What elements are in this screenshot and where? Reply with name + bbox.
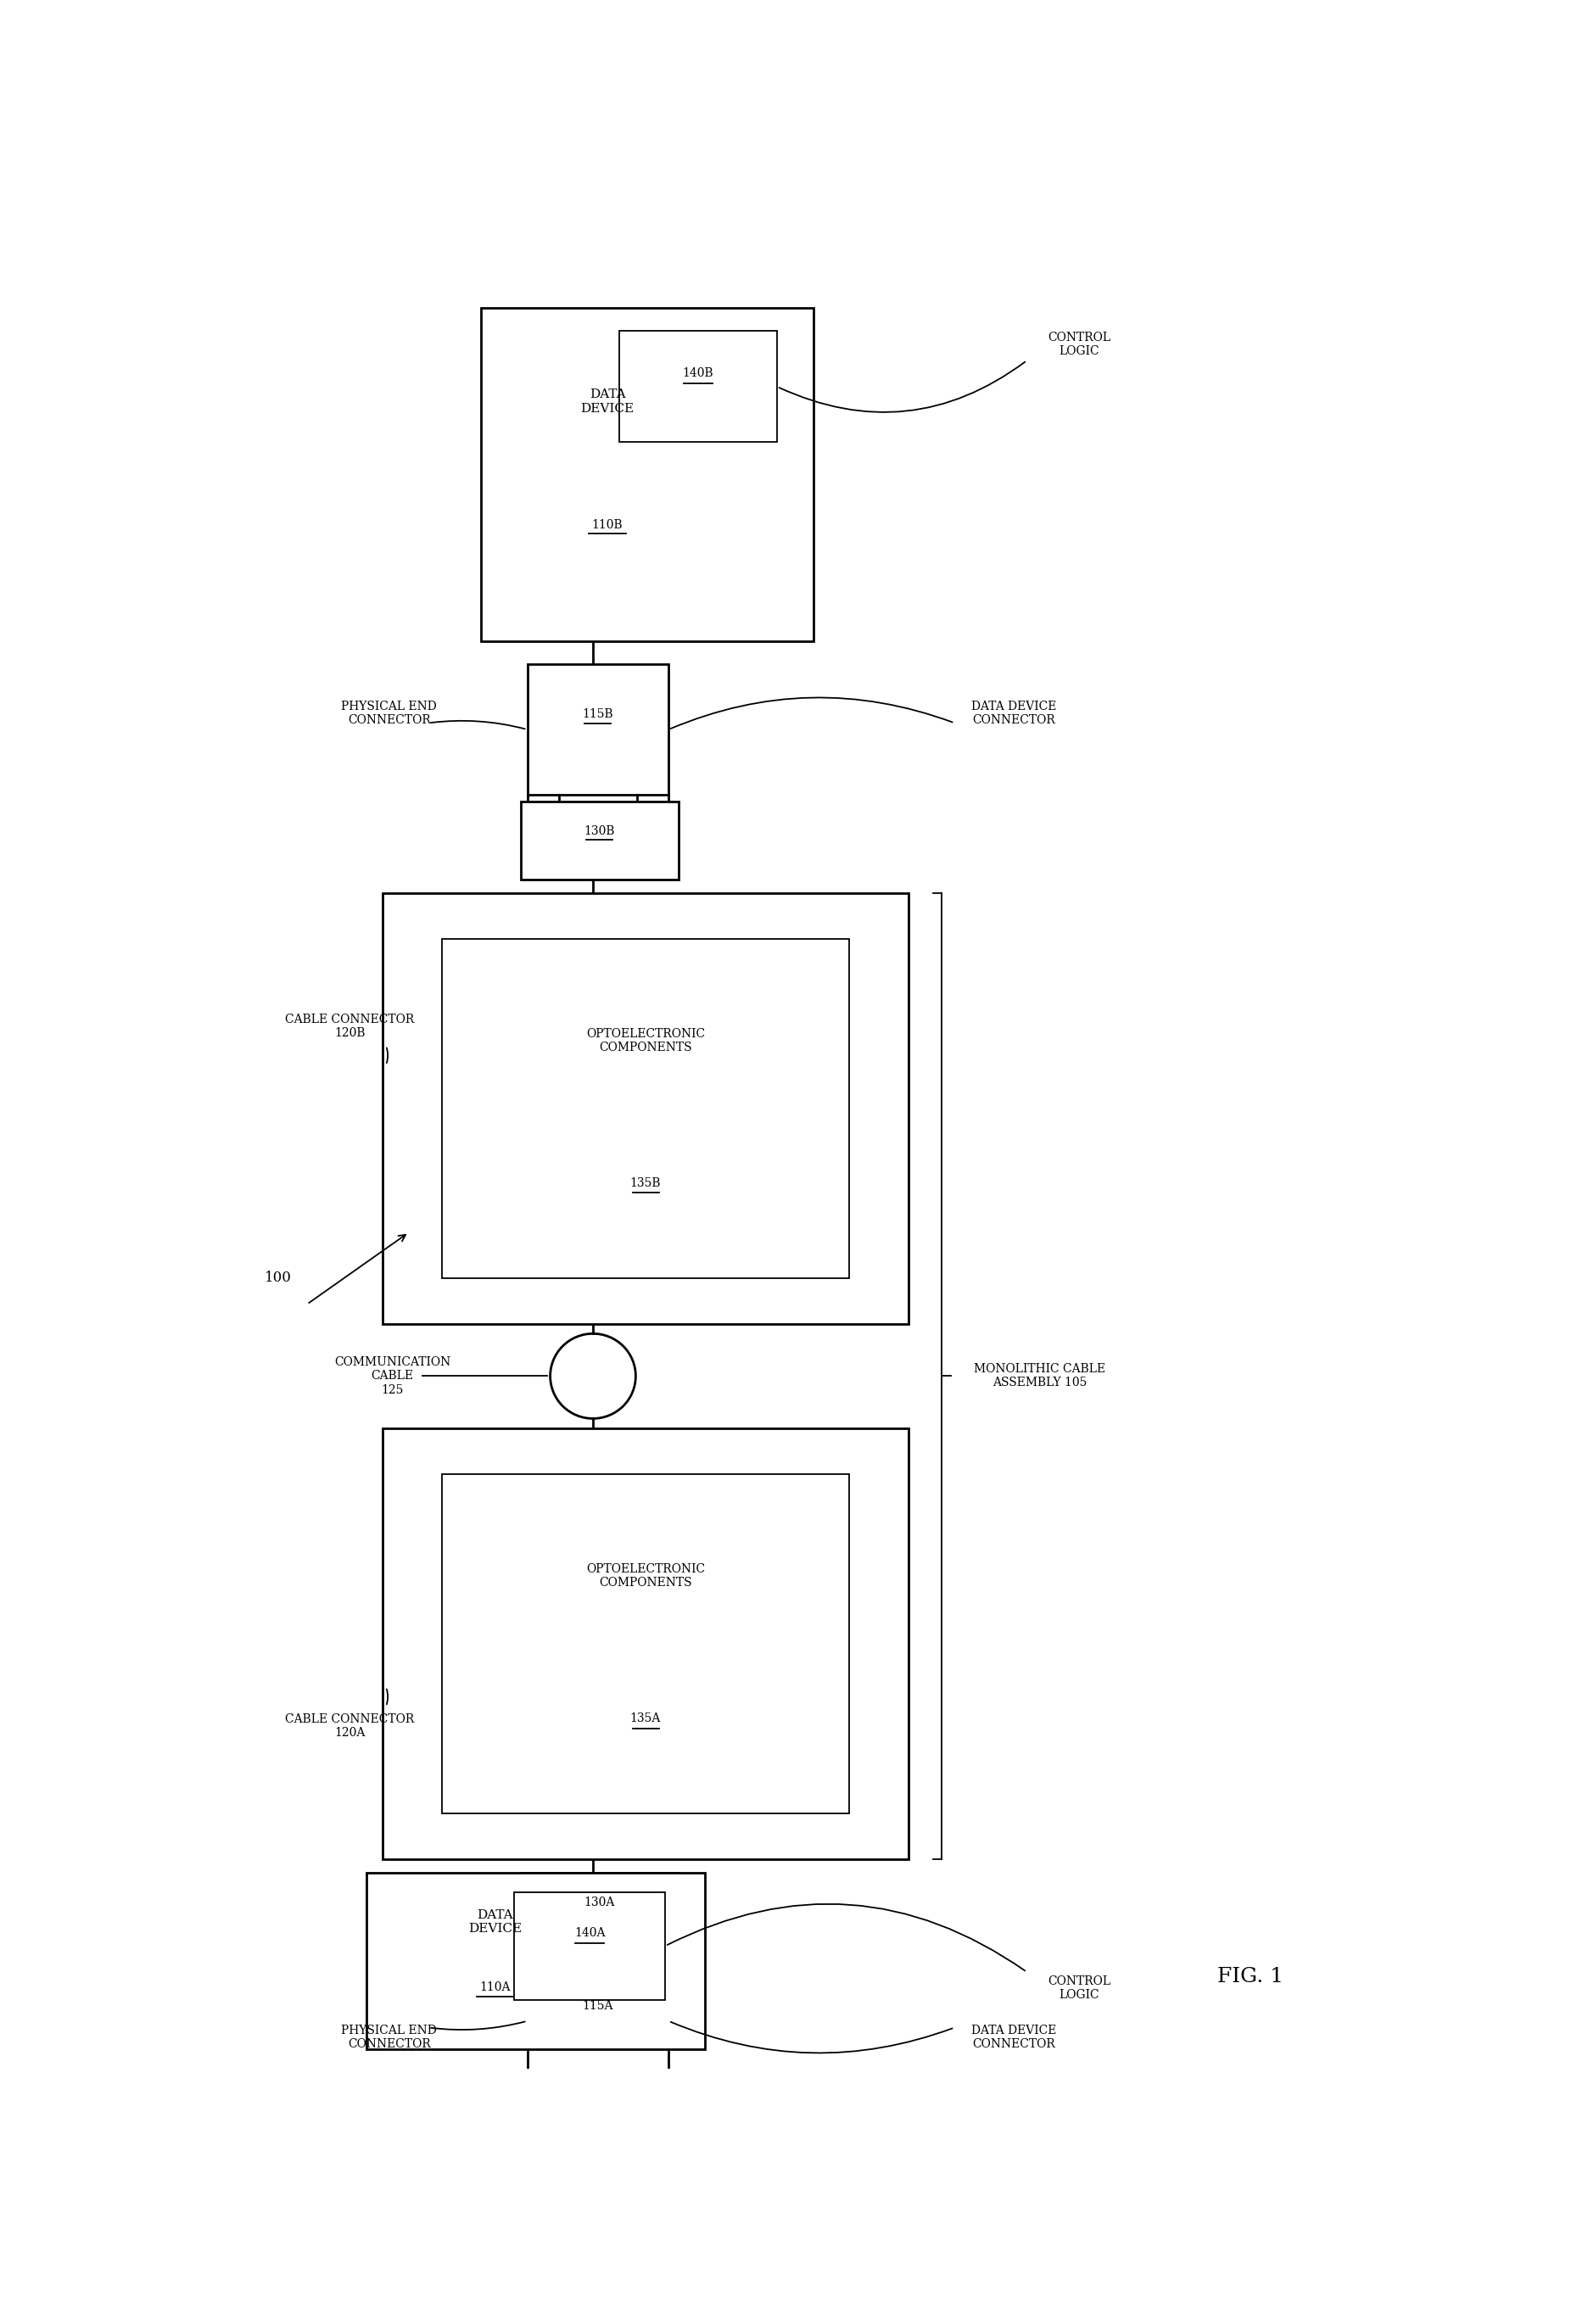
Bar xyxy=(521,1873,678,1950)
Bar xyxy=(383,892,908,1325)
Bar xyxy=(383,1429,908,1859)
Text: FIG. 1: FIG. 1 xyxy=(1218,1966,1283,1987)
Text: PHYSICAL END
CONNECTOR: PHYSICAL END CONNECTOR xyxy=(341,2024,437,2050)
Text: 140A: 140A xyxy=(575,1927,605,1938)
Text: 140B: 140B xyxy=(683,367,713,379)
Text: MONOLITHIC CABLE
ASSEMBLY 105: MONOLITHIC CABLE ASSEMBLY 105 xyxy=(973,1364,1105,1390)
Text: DATA DEVICE
CONNECTOR: DATA DEVICE CONNECTOR xyxy=(972,700,1056,725)
Text: 135B: 135B xyxy=(630,1176,661,1190)
Text: 135A: 135A xyxy=(630,1713,661,1724)
Text: 110B: 110B xyxy=(592,518,622,530)
Text: 115B: 115B xyxy=(583,709,613,720)
Text: 130A: 130A xyxy=(584,1896,615,1908)
Bar xyxy=(527,665,669,795)
Bar xyxy=(367,1873,705,2050)
Text: DATA DEVICE
CONNECTOR: DATA DEVICE CONNECTOR xyxy=(972,2024,1056,2050)
Text: PHYSICAL END
CONNECTOR: PHYSICAL END CONNECTOR xyxy=(341,700,437,725)
Text: OPTOELECTRONIC
COMPONENTS: OPTOELECTRONIC COMPONENTS xyxy=(586,1027,705,1053)
Text: 130B: 130B xyxy=(584,825,615,837)
Text: CONTROL
LOGIC: CONTROL LOGIC xyxy=(1048,332,1112,358)
Text: DATA
DEVICE: DATA DEVICE xyxy=(468,1908,521,1934)
Text: 115A: 115A xyxy=(583,1999,613,2013)
Text: COMMUNICATION
CABLE
125: COMMUNICATION CABLE 125 xyxy=(333,1357,451,1397)
Bar xyxy=(481,309,813,641)
Bar xyxy=(619,330,777,442)
Text: OPTOELECTRONIC
COMPONENTS: OPTOELECTRONIC COMPONENTS xyxy=(586,1564,705,1590)
Text: 100: 100 xyxy=(264,1271,291,1285)
Bar xyxy=(527,1957,669,2085)
Text: CONTROL
LOGIC: CONTROL LOGIC xyxy=(1048,1975,1112,2001)
Text: CABLE CONNECTOR
120A: CABLE CONNECTOR 120A xyxy=(286,1713,414,1738)
Bar xyxy=(521,802,678,881)
Text: 110A: 110A xyxy=(480,1980,510,1994)
Bar xyxy=(515,1892,665,1999)
Text: DATA
DEVICE: DATA DEVICE xyxy=(581,388,634,414)
Bar xyxy=(441,1473,850,1813)
Text: CABLE CONNECTOR
120B: CABLE CONNECTOR 120B xyxy=(286,1013,414,1039)
Bar xyxy=(441,939,850,1278)
